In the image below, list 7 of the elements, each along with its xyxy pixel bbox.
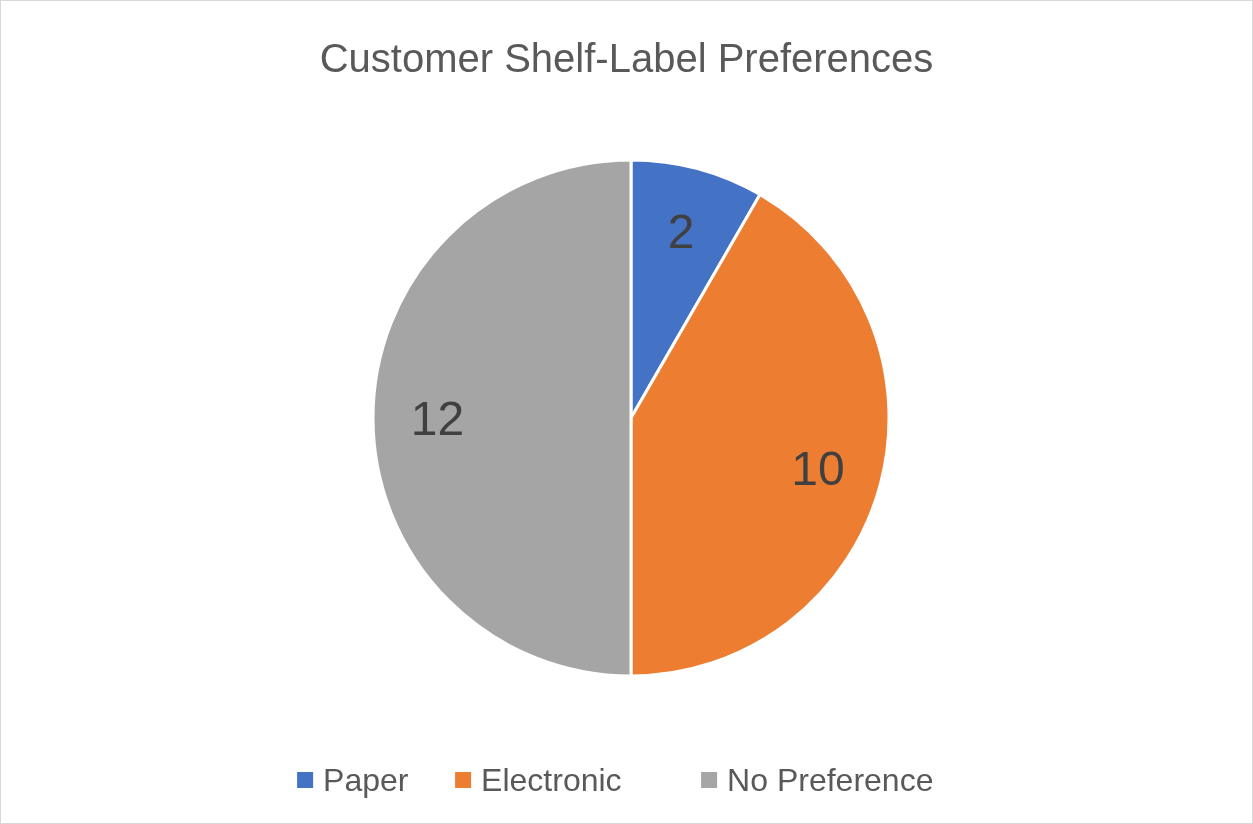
legend-label: No Preference [727, 762, 934, 799]
legend-label: Paper [323, 762, 409, 799]
legend-label: Electronic [481, 762, 622, 799]
data-label: 12 [410, 391, 465, 445]
data-label: 2 [667, 204, 695, 258]
data-label: 10 [791, 441, 845, 495]
chart-title: Customer Shelf-Label Preferences [319, 36, 934, 80]
